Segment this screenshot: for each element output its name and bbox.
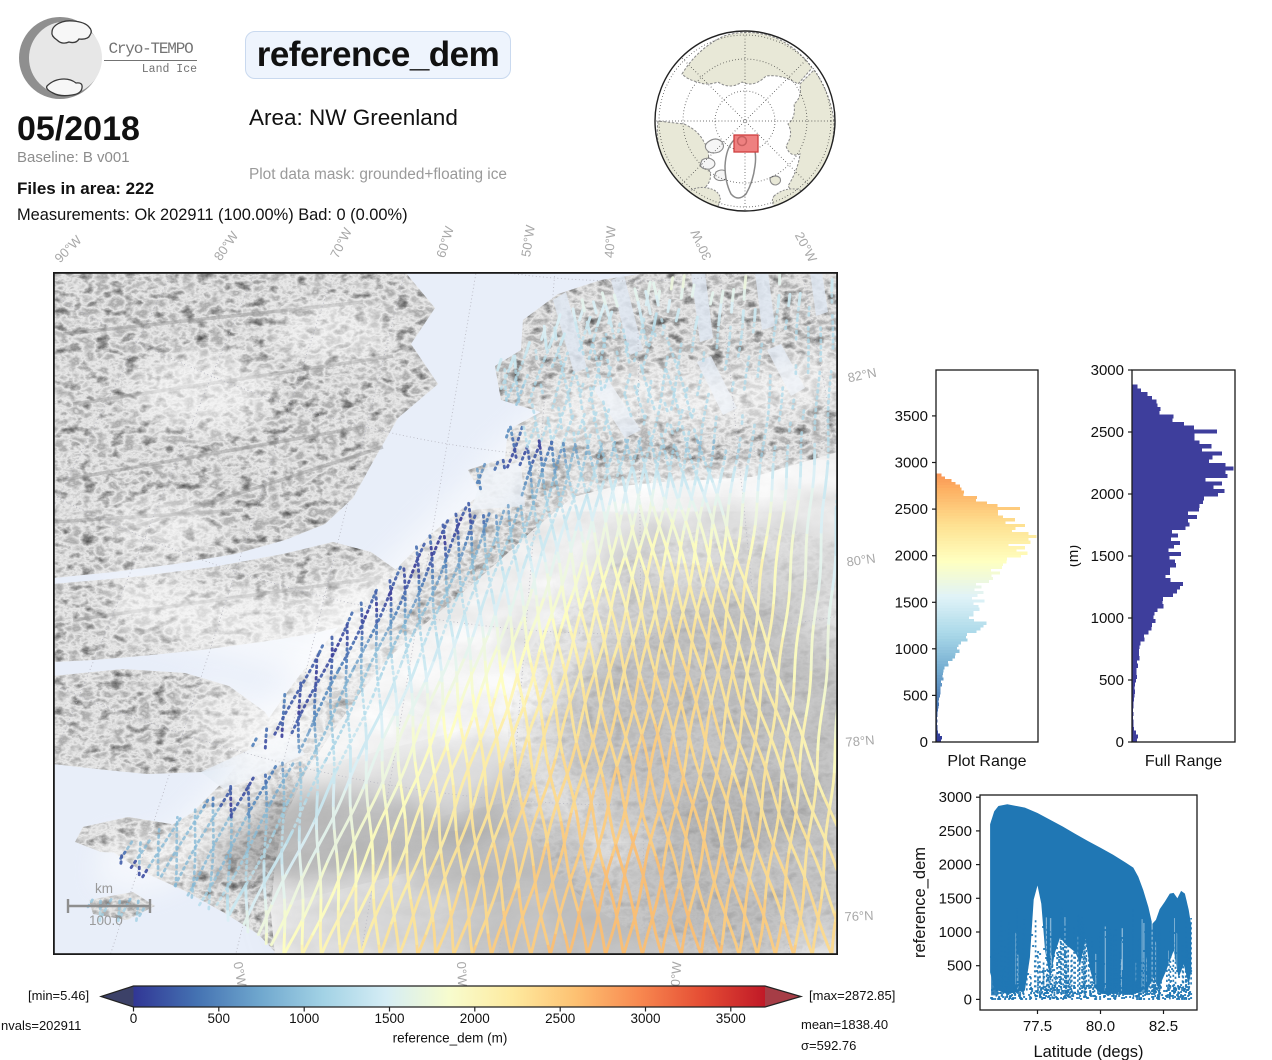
svg-text:1500: 1500 <box>1091 548 1124 565</box>
svg-text:0: 0 <box>130 1011 138 1026</box>
svg-text:1000: 1000 <box>1091 610 1124 627</box>
svg-text:2500: 2500 <box>1091 424 1124 441</box>
svg-text:3000: 3000 <box>939 789 972 806</box>
svg-text:82.5: 82.5 <box>1149 1018 1178 1035</box>
svg-text:2000: 2000 <box>460 1011 490 1026</box>
svg-text:2000: 2000 <box>895 548 928 565</box>
svg-text:3000: 3000 <box>1091 362 1124 379</box>
svg-text:2500: 2500 <box>545 1011 575 1026</box>
svg-text:reference_dem (m): reference_dem (m) <box>393 1031 508 1046</box>
svg-text:1500: 1500 <box>374 1011 404 1026</box>
svg-text:Plot Range: Plot Range <box>947 753 1026 770</box>
svg-text:0: 0 <box>920 734 928 751</box>
svg-text:500: 500 <box>208 1011 231 1026</box>
svg-text:Latitude (degs): Latitude (degs) <box>1033 1043 1143 1060</box>
svg-text:1500: 1500 <box>895 594 928 611</box>
svg-text:3500: 3500 <box>716 1011 746 1026</box>
svg-text:1000: 1000 <box>289 1011 319 1026</box>
svg-text:1500: 1500 <box>939 890 972 907</box>
svg-text:100.0: 100.0 <box>89 913 123 928</box>
svg-text:(m): (m) <box>1070 545 1082 568</box>
svg-text:0: 0 <box>964 991 972 1008</box>
svg-text:3000: 3000 <box>895 455 928 472</box>
svg-text:2500: 2500 <box>939 823 972 840</box>
svg-text:km: km <box>95 881 113 896</box>
svg-text:2000: 2000 <box>939 857 972 874</box>
svg-text:500: 500 <box>947 958 972 975</box>
svg-text:3500: 3500 <box>895 408 928 425</box>
svg-text:Full Range: Full Range <box>1145 753 1222 770</box>
svg-text:3000: 3000 <box>630 1011 660 1026</box>
svg-text:2500: 2500 <box>895 501 928 518</box>
svg-text:1000: 1000 <box>939 924 972 941</box>
svg-text:reference_dem: reference_dem <box>911 847 929 958</box>
svg-text:500: 500 <box>1099 672 1124 689</box>
svg-text:2000: 2000 <box>1091 486 1124 503</box>
svg-text:1000: 1000 <box>895 641 928 658</box>
svg-text:80.0: 80.0 <box>1086 1018 1115 1035</box>
svg-text:0: 0 <box>1116 734 1124 751</box>
svg-text:500: 500 <box>903 687 928 704</box>
svg-text:77.5: 77.5 <box>1023 1018 1052 1035</box>
